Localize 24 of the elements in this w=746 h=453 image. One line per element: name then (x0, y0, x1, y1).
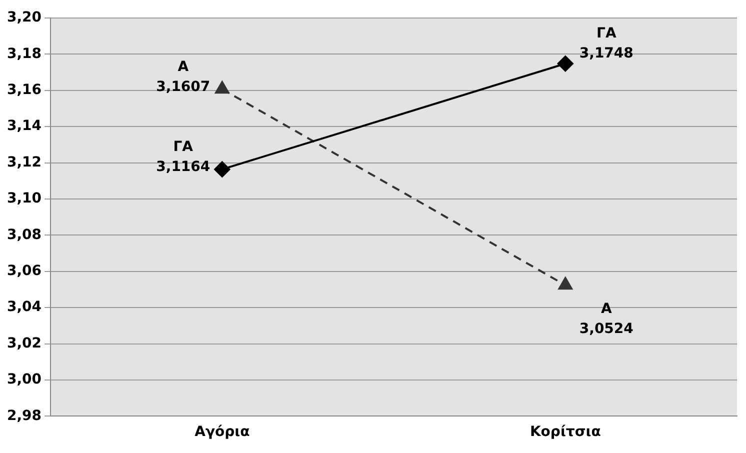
data-label: 3,1748 (579, 45, 634, 62)
data-label: 3,0524 (579, 320, 634, 337)
y-tick-label: 3,18 (6, 46, 42, 62)
y-tick-label: 3,12 (6, 154, 42, 170)
y-tick-label: 3,10 (6, 190, 42, 207)
text: ΓΑ (596, 25, 616, 42)
data-label: 3,1607 (156, 78, 210, 95)
y-tick-label: 3,14 (6, 118, 42, 134)
y-tick-label: 3,16 (6, 82, 42, 98)
x-tick-label: Κορίτσια (530, 424, 602, 440)
y-tick-label: 3,04 (6, 299, 42, 316)
y-tick-label: 2,98 (6, 408, 42, 424)
data-label: 3,1164 (156, 158, 210, 175)
y-tick-label: 3,08 (6, 226, 42, 243)
y-tick-label: 3,00 (6, 372, 42, 388)
x-tick-label: Αγόρια (194, 424, 250, 440)
text: Α (178, 58, 189, 75)
series-label: ΓΑ (173, 138, 194, 155)
y-tick-label: 3,06 (6, 263, 42, 280)
y-tick-label: 3,20 (6, 10, 42, 26)
text: Α (600, 300, 612, 317)
point (214, 161, 230, 178)
y-tick-label: 3,02 (6, 335, 42, 352)
point (557, 56, 574, 72)
